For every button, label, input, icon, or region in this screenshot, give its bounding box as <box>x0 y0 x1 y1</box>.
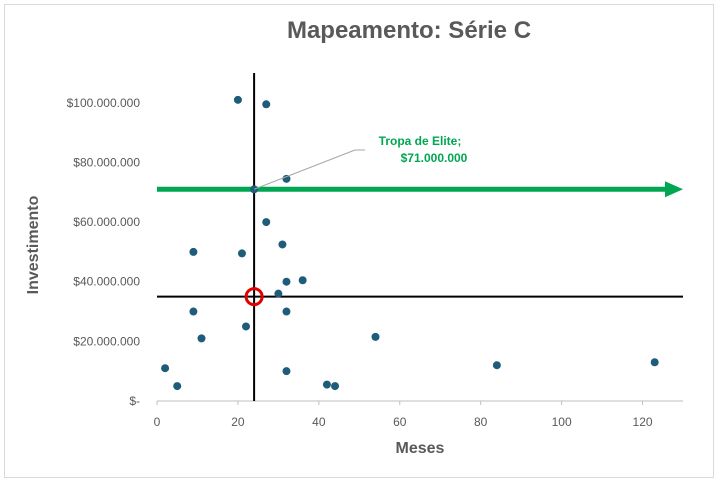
y-tick-label: $40.000.000 <box>73 275 140 289</box>
y-tick-label: $- <box>129 394 140 408</box>
data-point <box>161 364 170 373</box>
arrow-layer <box>157 181 683 198</box>
y-tick-label: $20.000.000 <box>73 334 140 348</box>
data-point <box>298 276 307 285</box>
data-point <box>331 382 340 391</box>
data-point <box>322 380 331 389</box>
data-point <box>233 95 242 104</box>
annotation-leader-line <box>253 149 356 190</box>
annotation-label-line1: Tropa de Elite; <box>379 134 462 148</box>
chart-title: Mapeamento: Série C <box>287 17 531 44</box>
data-point <box>278 240 287 249</box>
data-point <box>242 322 251 331</box>
data-point <box>371 332 380 341</box>
data-point <box>282 307 291 316</box>
data-point <box>492 361 501 370</box>
data-point <box>262 218 271 227</box>
data-point <box>282 367 291 376</box>
data-point <box>274 289 283 298</box>
highlight-circle <box>244 287 264 307</box>
y-tick-label: $60.000.000 <box>73 215 140 229</box>
data-point <box>189 307 198 316</box>
x-tick-label: 0 <box>154 415 161 429</box>
y-axis-ticks: $- $20.000.000 $40.000.000 $60.000.000 $80.0… <box>67 96 141 408</box>
x-axis-title: Meses <box>396 440 445 457</box>
reference-lines <box>157 73 683 401</box>
chart-frame <box>4 4 714 478</box>
data-point <box>650 358 659 367</box>
data-point <box>197 334 206 343</box>
x-tick-label: 40 <box>312 415 326 429</box>
x-tick-label: 120 <box>633 415 653 429</box>
y-axis-title: Investimento <box>25 195 42 294</box>
annotation-layer: Tropa de Elite; $71.000.000 <box>253 134 468 190</box>
y-tick-label: $80.000.000 <box>73 155 140 169</box>
y-tick-label: $100.000.000 <box>67 96 141 110</box>
x-tick-label: 80 <box>474 415 488 429</box>
arrow-head <box>665 181 683 198</box>
data-point <box>237 249 246 258</box>
x-tick-label: 20 <box>231 415 245 429</box>
x-tick-label: 100 <box>552 415 572 429</box>
x-tick-label: 60 <box>393 415 407 429</box>
data-point <box>189 247 198 256</box>
annotation-label-line2: $71.000.000 <box>401 151 468 165</box>
data-point <box>282 174 291 183</box>
data-point <box>282 277 291 286</box>
data-point <box>262 100 271 109</box>
x-axis-ticks: 0 20 40 60 80 100 120 <box>154 401 653 429</box>
data-point <box>173 382 182 391</box>
